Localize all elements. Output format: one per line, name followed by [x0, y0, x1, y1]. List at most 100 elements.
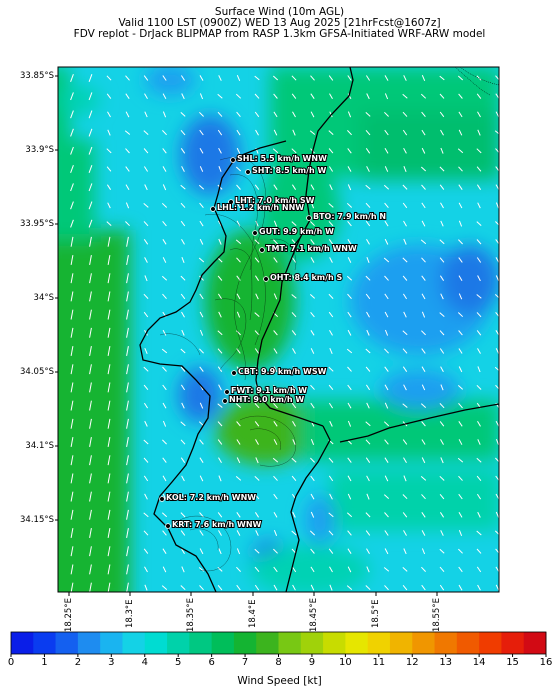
- wind-arrow: [403, 475, 407, 482]
- wind-arrow: [273, 184, 278, 190]
- colorbar-swatch: [323, 632, 346, 654]
- wind-arrow: [347, 493, 352, 500]
- wind-arrow: [458, 366, 463, 373]
- colorbar-tick-label: 4: [141, 657, 148, 668]
- colorbar-tick-label: 8: [275, 657, 282, 668]
- wind-arrow: [328, 457, 334, 463]
- wind-arrow: [347, 148, 352, 154]
- wind-arrow: [292, 366, 296, 373]
- wind-arrow: [254, 75, 260, 81]
- colorbar-tick-label: 5: [175, 657, 182, 668]
- wind-arrow: [236, 330, 241, 336]
- wind-arrow: [126, 400, 129, 411]
- wind-arrow: [126, 236, 129, 247]
- wind-arrow: [346, 512, 353, 518]
- wind-arrow: [346, 275, 353, 281]
- colorbar-swatch: [33, 632, 56, 654]
- wind-arrow: [458, 511, 463, 518]
- colorbar-tick-label: 13: [439, 657, 453, 668]
- wind-arrow: [89, 273, 92, 284]
- wind-arrow: [70, 165, 74, 173]
- station-label: TMT: 7.1 km/h WNW: [266, 244, 357, 253]
- wind-arrow: [273, 548, 278, 554]
- station-lht: LHT: 7.0 km/h SW: [228, 195, 316, 206]
- wind-arrow: [70, 128, 74, 137]
- colorbar-label: Wind Speed [kt]: [237, 675, 322, 687]
- wind-arrow: [365, 129, 371, 136]
- wind-arrow: [421, 439, 426, 445]
- wind-arrow: [272, 457, 279, 463]
- wind-arrow: [199, 129, 204, 136]
- wind-arrow: [328, 130, 334, 135]
- wind-arrow: [458, 257, 463, 263]
- wind-arrow: [292, 420, 296, 427]
- wind-arrow: [236, 548, 241, 555]
- wind-arrow: [107, 509, 111, 520]
- colorbar-swatch: [211, 632, 235, 654]
- wind-arrow: [143, 548, 149, 554]
- colorbar-swatch: [233, 632, 257, 654]
- wind-arrow: [70, 219, 74, 228]
- wind-arrow: [89, 455, 92, 466]
- wind-arrow: [477, 275, 481, 282]
- wind-arrow: [180, 585, 186, 591]
- y-ticks: [55, 75, 58, 521]
- wind-arrow: [402, 439, 408, 445]
- wind-arrow: [70, 309, 74, 320]
- wind-arrow: [365, 184, 371, 190]
- wind-arrow: [70, 582, 74, 592]
- wind-arrow: [218, 166, 222, 172]
- wind-arrow: [254, 93, 260, 99]
- wind-arrow: [198, 494, 205, 499]
- wind-arrow: [458, 566, 463, 573]
- wind-arrow: [458, 402, 463, 409]
- wind-arrow: [421, 584, 426, 591]
- colorbar-swatch: [479, 632, 502, 654]
- wind-arrow: [329, 93, 333, 100]
- wind-arrow: [236, 584, 241, 591]
- wind-arrow: [70, 146, 74, 155]
- wind-arrow: [421, 129, 426, 136]
- wind-arrow: [495, 439, 499, 445]
- wind-arrow: [292, 111, 296, 118]
- wind-arrow: [365, 202, 371, 208]
- station-label: OHT: 8.4 km/h S: [270, 273, 343, 282]
- wind-arrow: [162, 402, 167, 409]
- wind-arrow: [384, 329, 389, 336]
- wind-arrow: [254, 348, 260, 354]
- wind-arrow: [476, 384, 482, 390]
- wind-arrow: [107, 473, 111, 484]
- wind-arrow: [458, 548, 463, 554]
- wind-arrow: [383, 567, 390, 572]
- wind-arrow: [328, 166, 334, 172]
- wind-arrow: [476, 75, 482, 81]
- wind-arrow: [89, 346, 92, 356]
- station-label: BTO: 7.9 km/h N: [313, 212, 386, 221]
- wind-arrow: [440, 530, 444, 536]
- wind-arrow: [421, 275, 426, 281]
- wind-arrow: [89, 528, 92, 538]
- wind-arrow: [329, 493, 333, 500]
- station-marker: [224, 389, 230, 395]
- wind-arrow: [106, 221, 112, 226]
- wind-arrow: [310, 239, 315, 245]
- wind-arrow: [421, 494, 426, 500]
- y-tick-label: 34.1°S: [25, 441, 54, 451]
- wind-arrow: [126, 309, 129, 320]
- wind-arrow: [384, 147, 389, 154]
- wind-arrow: [162, 457, 167, 463]
- wind-arrow: [217, 330, 223, 336]
- station-marker: [165, 523, 171, 529]
- wind-arrow: [254, 566, 260, 573]
- wind-arrow: [70, 564, 74, 575]
- wind-arrow: [217, 403, 223, 408]
- wind-arrow: [439, 93, 445, 99]
- wind-arrow: [162, 111, 167, 118]
- wind-arrow: [310, 275, 315, 282]
- wind-arrow: [255, 439, 259, 445]
- wind-arrow: [458, 421, 463, 427]
- colorbar-swatch: [144, 632, 168, 654]
- wind-arrow: [235, 166, 242, 172]
- wind-arrow: [291, 257, 297, 263]
